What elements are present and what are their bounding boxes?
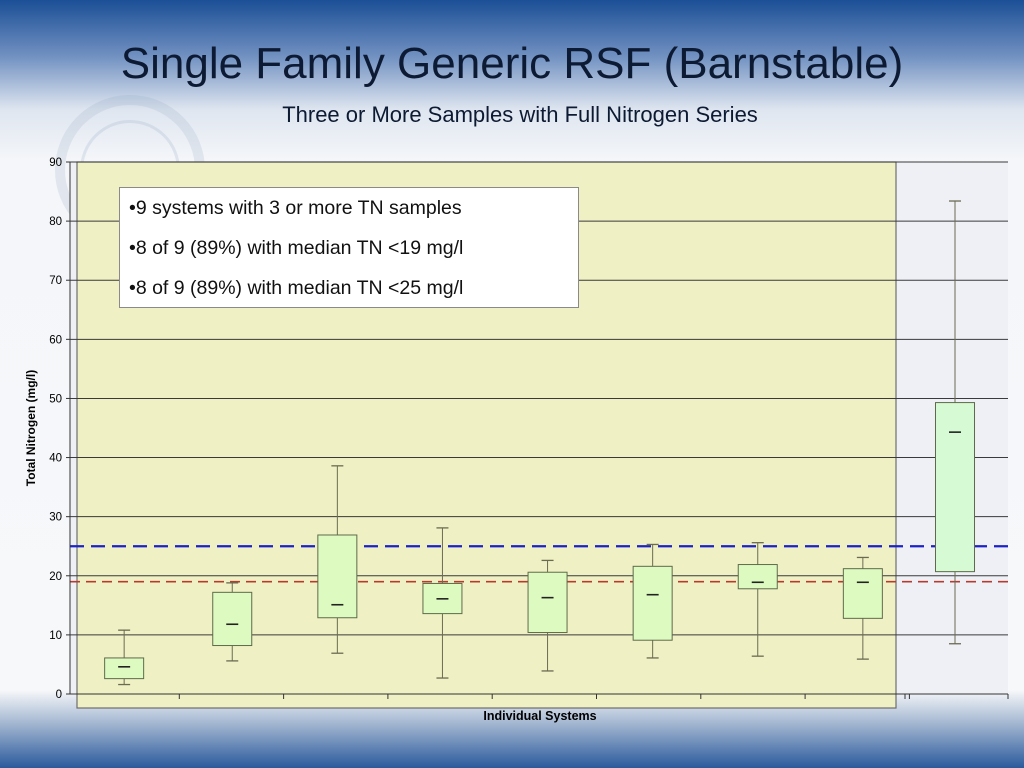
box-2: [212, 582, 253, 662]
callout-line-3: •8 of 9 (89%) with median TN <25 mg/l: [129, 277, 464, 299]
box-8: [842, 556, 883, 660]
box-7: [737, 542, 778, 657]
y-tick-label: 40: [49, 453, 62, 465]
axes: 0 10 20 30 40 50 60 70 80 90: [49, 157, 1009, 701]
iqr-box: [842, 568, 883, 619]
y-tick-label: 80: [49, 216, 62, 228]
y-tick-label: 20: [49, 571, 62, 583]
callout-line-1: •9 systems with 3 or more TN samples: [129, 197, 462, 219]
y-tick-label: 60: [49, 334, 62, 346]
slide-title: Single Family Generic RSF (Barnstable): [120, 39, 904, 88]
y-tick-label: 0: [56, 689, 62, 701]
box-5: [527, 559, 568, 672]
summary-callout: •9 systems with 3 or more TN samples •8 …: [119, 187, 579, 308]
iqr-box: [632, 565, 673, 641]
box-9: [935, 200, 975, 645]
box-1: [104, 629, 145, 686]
slide-subtitle: Three or More Samples with Full Nitrogen…: [282, 102, 758, 127]
box-3: [317, 465, 358, 654]
iqr-box: [104, 657, 145, 680]
y-tick-label: 70: [49, 275, 62, 287]
y-tick-label: 30: [49, 512, 62, 524]
x-axis-label: Individual Systems: [483, 709, 596, 723]
callout-line-2: •8 of 9 (89%) with median TN <19 mg/l: [129, 237, 464, 259]
iqr-box: [737, 564, 778, 590]
y-tick-label: 10: [49, 630, 62, 642]
y-axis-label: Total Nitrogen (mg/l): [24, 370, 38, 486]
box-4: [422, 527, 463, 679]
iqr-box: [935, 402, 975, 573]
iqr-box: [212, 591, 253, 647]
box-series: [104, 200, 975, 686]
iqr-box: [527, 571, 568, 634]
y-tick-label: 90: [49, 157, 62, 169]
y-tick-label: 50: [49, 393, 62, 405]
box-6: [632, 543, 673, 659]
